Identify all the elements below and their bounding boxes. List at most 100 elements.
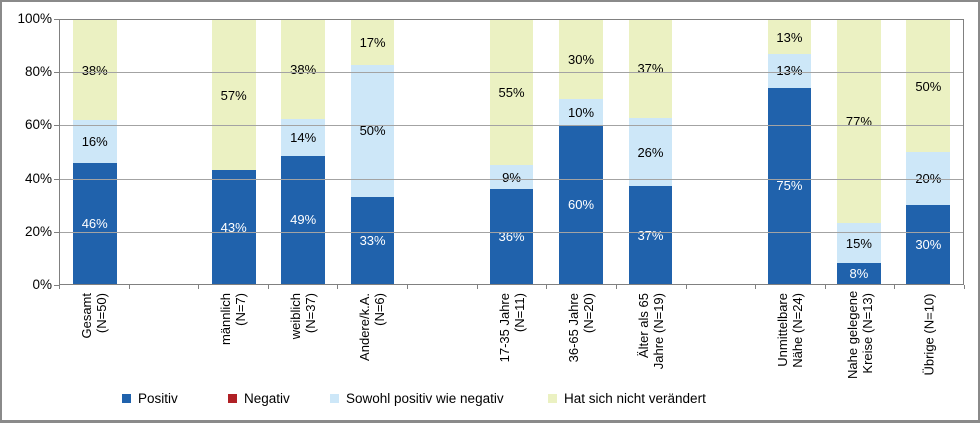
bar-segment: 16% <box>72 120 117 163</box>
stacked-bar: 43% 57% <box>211 20 256 284</box>
stacked-bar: 37% 26% 37% <box>628 20 673 284</box>
legend-label: Negativ <box>244 390 290 406</box>
category-label: Andere/k.A. (N=6) <box>357 293 388 361</box>
data-label: 57% <box>220 87 247 103</box>
stacked-bar: 30% 20% 50% <box>906 20 951 284</box>
spacer-slot <box>407 20 476 284</box>
gridline-60 <box>60 125 963 127</box>
x-tick-mark <box>755 285 757 289</box>
bar-segment: 43% <box>211 170 256 284</box>
bar-segment: 57% <box>211 20 256 171</box>
bar-segment: 13% <box>767 54 812 88</box>
category-label: Übrige (N=10) <box>921 293 937 376</box>
y-tick-mark <box>54 285 59 286</box>
legend-label: Sowohl positiv wie negativ <box>346 390 504 406</box>
data-label: 33% <box>359 232 386 248</box>
category-slot: 49% 14% 38% <box>268 20 337 284</box>
y-tick-label: 80% <box>24 64 52 80</box>
y-tick-label: 60% <box>24 117 52 133</box>
x-tick-mark <box>476 285 478 289</box>
category-label: Nahe gelegene Kreise (N=13) <box>844 290 875 379</box>
plot-area: 46% 16% 38% 43% 57% 49% 14% 38% 33% 50% 17% 36% 9% 55… <box>59 19 964 285</box>
spacer-slot <box>685 20 754 284</box>
data-label: 13% <box>776 29 803 45</box>
x-tick-mark <box>685 285 687 289</box>
category-slot: 33% 50% 17% <box>338 20 407 284</box>
legend-item: Positiv <box>122 388 178 408</box>
category-slot: 43% 57% <box>199 20 268 284</box>
data-label: 43% <box>220 219 247 235</box>
bar-segment: 60% <box>559 125 603 284</box>
bars-container: 46% 16% 38% 43% 57% 49% 14% 38% 33% 50% 17% 36% 9% 55… <box>60 20 963 284</box>
legend-swatch-icon <box>330 393 339 403</box>
gridline-20 <box>60 231 963 233</box>
stacked-bar: 60% 10% 30% <box>559 20 603 284</box>
y-tick-mark <box>54 231 59 233</box>
legend-item: Sowohl positiv wie negativ <box>330 388 504 408</box>
category-label: Älter als 65 Jahre (N=19) <box>635 293 666 370</box>
category-label: männlich (N=7) <box>218 293 249 346</box>
data-label: 15% <box>845 235 872 251</box>
y-tick-mark <box>54 72 59 74</box>
category-slot: 60% 10% 30% <box>546 20 615 284</box>
legend-swatch-icon <box>228 393 237 403</box>
bar-segment: 13% <box>767 20 812 54</box>
data-label: 38% <box>81 62 108 78</box>
data-label: 30% <box>915 236 942 252</box>
y-tick-label: 40% <box>24 170 52 186</box>
data-label: 38% <box>290 62 317 78</box>
gridline-40 <box>60 178 963 180</box>
x-tick-mark <box>198 285 200 289</box>
y-tick-label: 100% <box>17 11 52 26</box>
y-tick-label: 20% <box>24 223 52 239</box>
y-tick-label: 0% <box>32 277 52 292</box>
bar-segment: 38% <box>281 20 325 120</box>
x-tick-mark <box>894 285 896 289</box>
data-label: 75% <box>776 178 803 194</box>
legend: Positiv Negativ Sowohl positiv wie negativ… <box>2 388 978 410</box>
stacked-bar: 8% 15% 77% <box>837 20 881 284</box>
x-tick-mark <box>546 285 548 289</box>
category-label: 36-65 Jahre (N=20) <box>566 293 597 363</box>
data-label: 37% <box>637 61 664 77</box>
x-tick-mark <box>615 285 617 289</box>
y-tick-mark <box>54 178 59 180</box>
x-tick-mark <box>267 285 269 289</box>
data-label: 16% <box>81 133 108 149</box>
spacer-slot <box>129 20 198 284</box>
bar-segment: 8% <box>837 262 881 284</box>
bar-segment: 36% <box>489 188 534 284</box>
data-label: 37% <box>637 227 664 243</box>
bar-segment: 15% <box>837 223 881 263</box>
legend-swatch-icon <box>548 393 557 403</box>
data-label: 50% <box>915 78 942 94</box>
category-label: Gesamt (N=50) <box>78 293 109 339</box>
bar-segment: 17% <box>350 20 395 65</box>
y-tick-mark <box>54 125 59 127</box>
data-label: 30% <box>567 52 595 68</box>
x-tick-mark <box>824 285 826 289</box>
category-label: weiblich (N=37) <box>287 293 318 340</box>
data-label: 50% <box>359 123 386 139</box>
bar-segment: 20% <box>906 152 951 205</box>
stacked-bar: 36% 9% 55% <box>489 20 534 284</box>
bar-segment: 38% <box>72 20 117 121</box>
bar-segment: 37% <box>628 186 673 284</box>
bar-segment: 33% <box>350 196 395 284</box>
bar-segment: 75% <box>767 87 812 284</box>
bar-segment: 37% <box>628 20 673 118</box>
data-label: 20% <box>915 170 942 186</box>
data-label: 9% <box>502 169 521 185</box>
bar-segment: 10% <box>559 99 603 126</box>
x-tick-mark <box>59 285 60 289</box>
legend-label: Hat sich nicht verändert <box>564 390 706 406</box>
data-label: 77% <box>845 114 872 130</box>
x-tick-mark <box>407 285 409 289</box>
category-label: Unmittelbare Nähe (N=24) <box>774 293 805 368</box>
legend-swatch-icon <box>122 393 131 403</box>
bar-segment: 30% <box>559 20 603 100</box>
category-slot: 75% 13% 13% <box>755 20 824 284</box>
bar-segment: 46% <box>72 162 117 284</box>
x-tick-mark <box>128 285 130 289</box>
